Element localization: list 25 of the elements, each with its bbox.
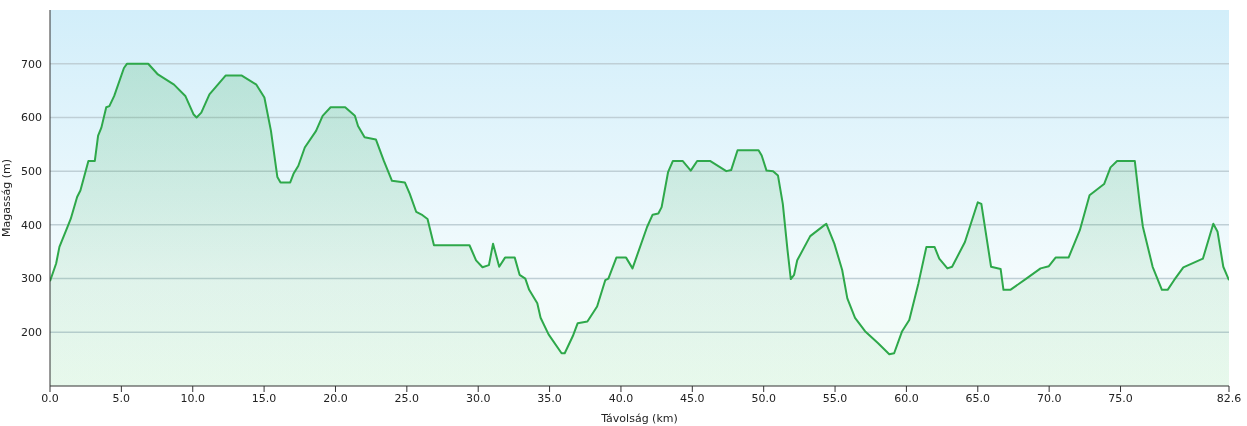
y-tick-label: 400	[21, 218, 42, 232]
x-tick-label: 75.0	[1108, 391, 1133, 405]
x-tick-label: 25.0	[394, 391, 420, 405]
x-tick-label: 35.0	[537, 391, 562, 405]
y-axis-title: Magasság (m)	[0, 159, 13, 237]
x-tick-label: 60.0	[894, 391, 919, 405]
x-tick-label: 30.0	[465, 391, 491, 405]
x-axis-title: Távolság (km)	[600, 412, 678, 425]
x-tick-label: 15.0	[251, 391, 277, 405]
y-tick-label: 300	[21, 272, 42, 286]
x-tick-label: 5.0	[112, 391, 131, 405]
x-tick-label: 65.0	[965, 391, 991, 405]
x-tick-label: 50.0	[751, 391, 776, 405]
x-tick-label: 45.0	[680, 391, 705, 405]
y-tick-label: 500	[21, 165, 42, 179]
y-tick-label: 600	[21, 111, 42, 125]
x-tick-label: 20.0	[323, 391, 348, 405]
x-tick-label: 70.0	[1036, 391, 1062, 405]
x-tick-label: 0.0	[41, 391, 59, 405]
x-tick-label: 10.0	[180, 391, 205, 405]
x-tick-label: 40.0	[608, 391, 634, 405]
y-tick-label: 700	[21, 57, 42, 71]
x-tick-label: 55.0	[822, 391, 848, 405]
x-tick-label: 82.6	[1216, 391, 1242, 405]
y-tick-label: 200	[21, 326, 42, 340]
